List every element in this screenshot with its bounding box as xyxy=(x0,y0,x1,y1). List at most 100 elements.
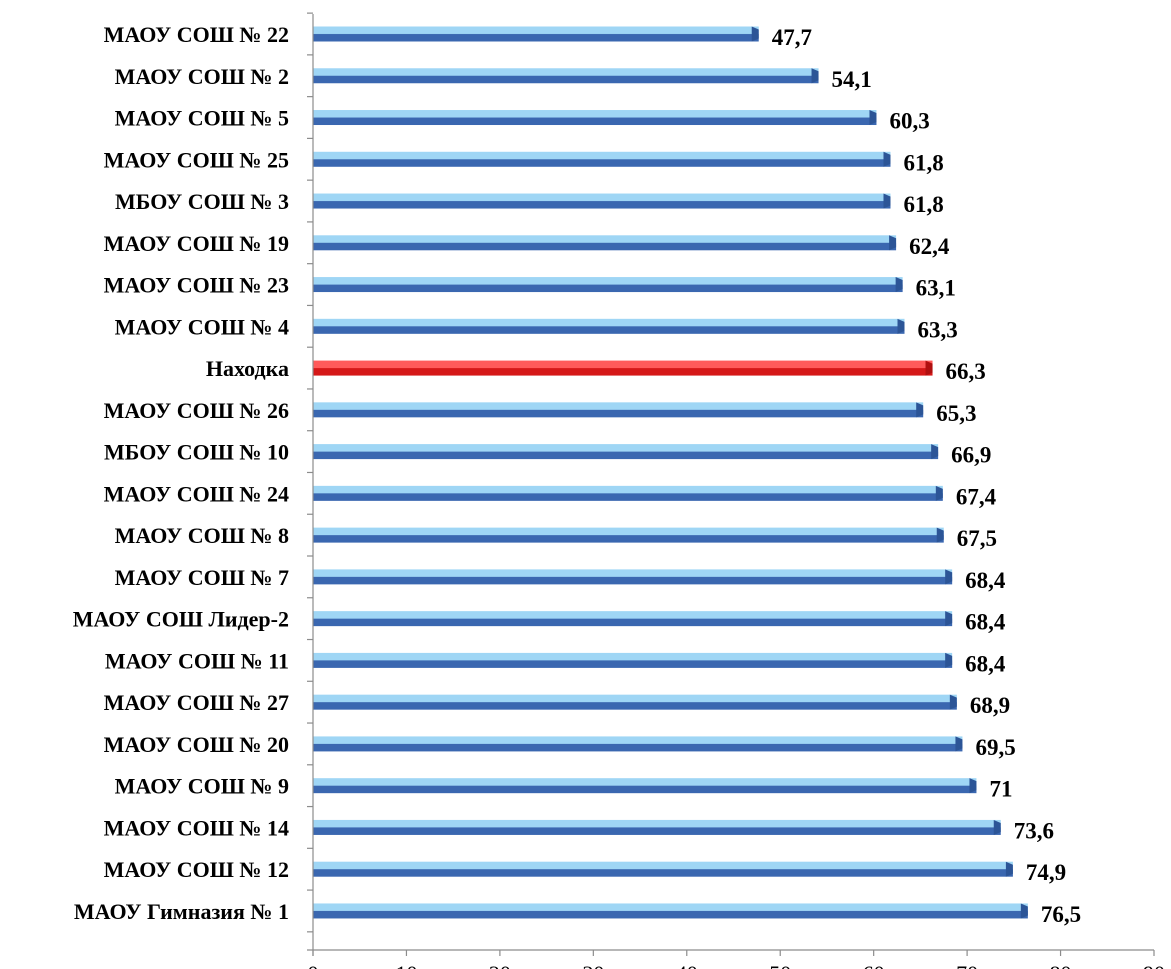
data-label: 71 xyxy=(989,777,1012,802)
data-label: 69,5 xyxy=(975,735,1015,760)
category-label: МАОУ СОШ № 22 xyxy=(104,22,289,47)
data-label: 66,3 xyxy=(946,359,986,384)
bar-end-cap xyxy=(1005,861,1013,877)
bar-end-cap xyxy=(895,277,903,293)
bar xyxy=(313,861,1013,877)
bar xyxy=(313,151,891,167)
data-label: 76,5 xyxy=(1041,902,1081,927)
data-label: 65,3 xyxy=(936,401,976,426)
category-label: МАОУ СОШ Лидер-2 xyxy=(73,607,289,632)
data-label: 67,4 xyxy=(956,484,997,509)
bar xyxy=(313,819,1001,835)
data-label: 63,1 xyxy=(916,276,956,301)
bar-end-cap xyxy=(931,444,939,460)
bar-end-cap xyxy=(883,193,891,209)
bar xyxy=(313,235,897,251)
bar-end-cap xyxy=(935,485,943,501)
x-tick-label: 90 xyxy=(1143,961,1165,969)
category-label: МАОУ СОШ № 12 xyxy=(104,857,289,882)
data-label: 74,9 xyxy=(1026,860,1066,885)
bar xyxy=(313,485,943,501)
data-label: 66,9 xyxy=(951,443,991,468)
data-label: 47,7 xyxy=(772,25,812,50)
x-tick-label: 20 xyxy=(489,961,511,969)
bar-end-cap xyxy=(945,652,953,668)
x-tick-label: 0 xyxy=(308,961,319,969)
data-label: 68,4 xyxy=(965,610,1006,635)
bar-end-cap xyxy=(969,778,977,794)
data-label: 68,4 xyxy=(965,568,1006,593)
category-label: МАОУ СОШ № 11 xyxy=(105,648,289,673)
bar-end-cap xyxy=(993,819,1001,835)
data-label: 67,5 xyxy=(957,526,997,551)
category-label: МАОУ Гимназия № 1 xyxy=(74,899,289,924)
bar xyxy=(313,736,963,752)
bar-end-cap xyxy=(949,694,957,710)
bar xyxy=(313,26,759,42)
data-label: 61,8 xyxy=(903,192,943,217)
bar xyxy=(313,277,903,293)
x-tick-label: 70 xyxy=(956,961,978,969)
bar-end-cap xyxy=(916,402,924,418)
bar xyxy=(313,527,944,543)
category-label: МАОУ СОШ № 8 xyxy=(115,523,289,548)
bar-end-cap xyxy=(925,360,933,376)
data-label: 73,6 xyxy=(1014,818,1054,843)
x-tick-label: 50 xyxy=(769,961,791,969)
bar-end-cap xyxy=(936,527,944,543)
category-label: МБОУ СОШ № 3 xyxy=(115,189,289,214)
category-label: МАОУ СОШ № 7 xyxy=(115,565,289,590)
axis-layer xyxy=(307,12,1155,956)
bar-end-cap xyxy=(889,235,897,251)
x-tick-label: 60 xyxy=(863,961,885,969)
category-label: МАОУ СОШ № 23 xyxy=(104,273,289,298)
data-label: 60,3 xyxy=(889,109,929,134)
x-tick-label: 30 xyxy=(582,961,604,969)
category-label: МАОУ СОШ № 4 xyxy=(115,314,289,339)
bar-end-cap xyxy=(945,611,953,627)
bar xyxy=(313,569,953,585)
bar xyxy=(313,611,953,627)
bar xyxy=(313,694,957,710)
data-label: 68,9 xyxy=(970,693,1010,718)
category-label: МБОУ СОШ № 10 xyxy=(104,440,289,465)
bars-layer xyxy=(313,26,1028,919)
bar-end-cap xyxy=(811,68,819,84)
data-label: 61,8 xyxy=(903,150,943,175)
category-label: МАОУ СОШ № 25 xyxy=(104,147,289,172)
bar xyxy=(313,193,891,209)
bar xyxy=(313,778,977,794)
data-label: 54,1 xyxy=(832,67,872,92)
category-label: Находка xyxy=(206,356,289,381)
bar-end-cap xyxy=(897,318,905,334)
x-tick-label: 80 xyxy=(1050,961,1072,969)
bar-end-cap xyxy=(955,736,963,752)
category-label: МАОУ СОШ № 5 xyxy=(115,106,289,131)
bar-end-cap xyxy=(869,110,877,126)
category-label: МАОУ СОШ № 9 xyxy=(115,774,289,799)
x-tick-label: 10 xyxy=(395,961,417,969)
bar xyxy=(313,318,905,334)
data-label: 62,4 xyxy=(909,234,950,259)
data-label: 63,3 xyxy=(918,317,958,342)
bar-end-cap xyxy=(751,26,759,42)
x-tick-label: 40 xyxy=(676,961,698,969)
bar xyxy=(313,68,819,84)
labels-layer: МАОУ СОШ № 22 47,7 МАОУ СОШ № 2 54,1 МАОУ СО… xyxy=(73,22,1165,969)
bar xyxy=(313,110,877,126)
data-label: 68,4 xyxy=(965,651,1006,676)
category-label: МАОУ СОШ № 24 xyxy=(104,481,289,506)
bar-end-cap xyxy=(945,569,953,585)
bar xyxy=(313,402,924,418)
bar xyxy=(313,444,939,460)
category-label: МАОУ СОШ № 20 xyxy=(104,732,289,757)
bar xyxy=(313,360,933,376)
category-label: МАОУ СОШ № 19 xyxy=(104,231,289,256)
bar xyxy=(313,903,1028,919)
category-label: МАОУ СОШ № 26 xyxy=(104,398,289,423)
category-label: МАОУ СОШ № 14 xyxy=(104,815,289,840)
bar-end-cap xyxy=(1020,903,1028,919)
category-label: МАОУ СОШ № 27 xyxy=(104,690,289,715)
